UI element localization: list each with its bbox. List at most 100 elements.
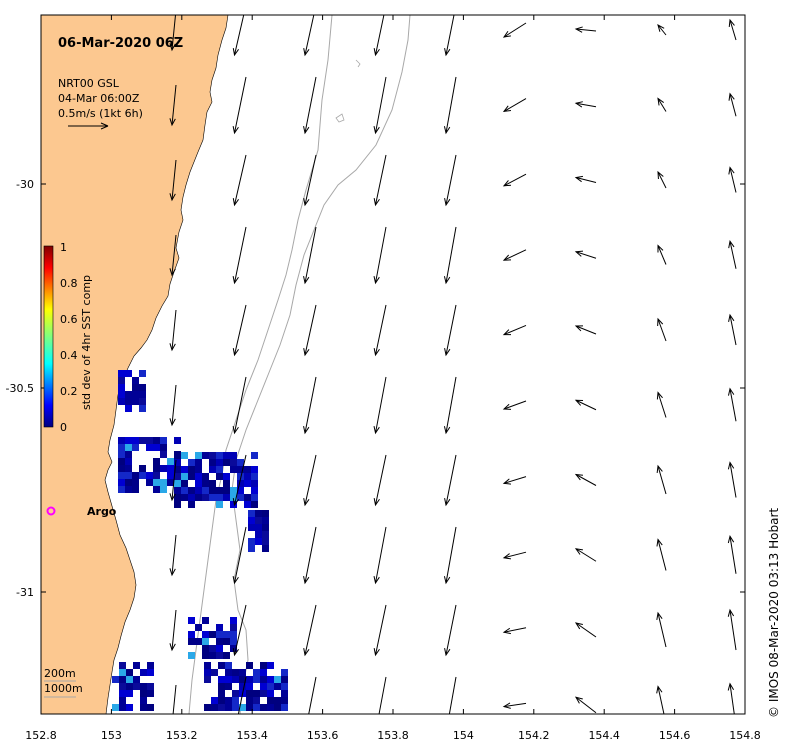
current-arrow-head bbox=[728, 239, 735, 249]
current-arrow-head bbox=[303, 48, 310, 57]
current-arrow bbox=[445, 304, 457, 356]
sst-pixel bbox=[239, 669, 246, 676]
sst-pixel bbox=[211, 704, 218, 711]
sst-pixel bbox=[132, 472, 139, 479]
sst-pixel bbox=[230, 631, 237, 638]
current-arrow bbox=[503, 702, 527, 708]
sst-pixel bbox=[160, 451, 167, 458]
sst-pixel bbox=[119, 697, 126, 704]
current-arrow bbox=[729, 167, 737, 193]
sst-pixel bbox=[202, 638, 209, 645]
sst-pixel bbox=[188, 617, 195, 624]
current-arrow bbox=[234, 226, 247, 284]
current-arrow bbox=[304, 376, 317, 434]
current-arrow-head bbox=[443, 426, 451, 435]
current-arrow-head bbox=[502, 702, 511, 709]
sst-pixel bbox=[140, 697, 147, 704]
sst-pixel bbox=[118, 391, 125, 398]
current-arrow-head bbox=[727, 608, 735, 617]
sst-pixel bbox=[230, 487, 237, 494]
sst-pixel bbox=[274, 683, 281, 690]
sst-pixel bbox=[139, 437, 146, 444]
sst-pixel bbox=[195, 452, 202, 459]
current-arrow bbox=[503, 98, 527, 112]
sst-pixel bbox=[119, 669, 126, 676]
current-arrow bbox=[234, 526, 247, 584]
sst-pixel bbox=[181, 480, 188, 487]
current-arrow-head bbox=[574, 26, 583, 33]
current-arrow bbox=[503, 627, 527, 633]
sst-pixel bbox=[167, 465, 174, 472]
sst-pixel bbox=[202, 473, 209, 480]
sst-pixel bbox=[244, 480, 251, 487]
sst-pixel bbox=[209, 480, 216, 487]
current-arrow-head bbox=[728, 166, 735, 175]
argo-marker bbox=[46, 506, 56, 516]
sst-pixel bbox=[262, 545, 269, 552]
sst-pixel bbox=[118, 458, 125, 465]
current-arrow-head bbox=[574, 622, 583, 630]
sst-pixel bbox=[188, 494, 195, 501]
sst-pixel bbox=[262, 538, 269, 545]
colorbar-tick: 0.4 bbox=[60, 349, 78, 362]
current-arrow bbox=[575, 474, 597, 486]
sst-pixel bbox=[132, 479, 139, 486]
sst-pixel bbox=[239, 704, 246, 711]
lon-tick-label: 153.2 bbox=[166, 729, 198, 742]
sst-pixel bbox=[232, 669, 239, 676]
sst-pixel bbox=[188, 652, 195, 659]
current-arrow-head bbox=[727, 682, 735, 691]
current-arrow bbox=[445, 15, 455, 56]
current-arrow-head bbox=[502, 254, 512, 261]
lon-tick-label: 153.6 bbox=[307, 729, 339, 742]
sst-pixel bbox=[126, 683, 133, 690]
sst-pixel bbox=[253, 704, 260, 711]
sst-pixel bbox=[211, 669, 218, 676]
current-arrow-head bbox=[303, 498, 310, 507]
sst-pixel bbox=[274, 676, 281, 683]
current-arrow-head bbox=[444, 726, 449, 733]
sst-pixel bbox=[216, 487, 223, 494]
sst-pixel bbox=[237, 480, 244, 487]
current-arrow bbox=[171, 459, 177, 501]
sst-pixel bbox=[153, 458, 160, 465]
current-arrow bbox=[171, 159, 177, 201]
colorbar bbox=[43, 245, 54, 428]
current-arrow-head bbox=[502, 627, 511, 635]
sst-pixel bbox=[147, 690, 154, 697]
sst-pixel bbox=[248, 538, 255, 545]
current-arrow-head bbox=[169, 493, 176, 502]
current-arrow bbox=[234, 76, 247, 134]
sst-pixel bbox=[195, 624, 202, 631]
sst-pixel bbox=[216, 652, 223, 659]
sst-pixel bbox=[112, 704, 119, 711]
sst-pixel bbox=[223, 480, 230, 487]
current-arrow-head bbox=[574, 101, 583, 108]
sst-pixel bbox=[216, 494, 223, 501]
current-arrow-head bbox=[170, 718, 175, 725]
sst-pixel bbox=[119, 704, 126, 711]
sst-pixel bbox=[126, 690, 133, 697]
current-arrow bbox=[304, 76, 317, 134]
current-arrow bbox=[304, 454, 317, 506]
current-arrow bbox=[304, 304, 317, 356]
current-arrow bbox=[375, 76, 387, 134]
sst-pixel bbox=[118, 479, 125, 486]
sst-pixel bbox=[126, 704, 133, 711]
sst-pixel bbox=[244, 466, 251, 473]
current-arrow bbox=[375, 154, 387, 206]
sst-pixel bbox=[237, 494, 244, 501]
sst-pixel bbox=[147, 662, 154, 669]
sst-pixel bbox=[248, 524, 255, 531]
sst-pixel bbox=[125, 398, 132, 405]
current-arrow bbox=[729, 314, 737, 346]
sst-pixel bbox=[140, 690, 147, 697]
sst-pixel bbox=[188, 501, 195, 508]
current-arrow-head bbox=[373, 126, 380, 135]
current-vectors bbox=[169, 15, 737, 733]
current-arrow-head bbox=[657, 97, 664, 106]
lat-tick-label: -30 bbox=[16, 178, 34, 191]
sst-pixel bbox=[251, 487, 258, 494]
current-arrow bbox=[171, 234, 177, 276]
argo-label: Argo bbox=[87, 505, 117, 518]
